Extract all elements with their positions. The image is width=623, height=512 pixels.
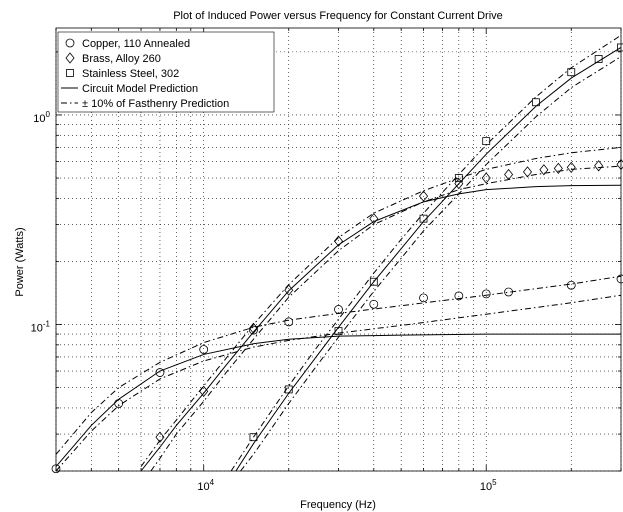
y-axis-label: Power (Watts) — [14, 227, 26, 296]
stainless-fasthenry-bound-line — [230, 34, 622, 472]
legend-label-copper: Copper, 110 Annealed — [82, 38, 190, 50]
brass-point — [155, 431, 165, 443]
brass-point — [333, 235, 344, 247]
copper-point — [284, 317, 294, 327]
copper-fasthenry-bound-line — [55, 275, 622, 455]
stainless-point — [334, 327, 343, 336]
brass-point — [553, 162, 563, 175]
brass-point — [369, 213, 379, 225]
brass-circuit-model-line — [140, 184, 622, 472]
copper-point — [249, 325, 258, 335]
stainless-point — [419, 214, 428, 223]
x-tick-label: 104 — [197, 478, 214, 493]
legend-label-stainless: Stainless Steel, 302 — [82, 68, 179, 80]
copper-point — [369, 299, 379, 309]
x-tick-label: 105 — [480, 478, 497, 493]
copper-point — [419, 293, 428, 303]
prediction-curves — [55, 34, 622, 472]
stainless-point — [594, 55, 603, 63]
axis-ticks: 104 105 10-1 100 — [31, 28, 622, 493]
brass-point — [566, 161, 576, 174]
copper-circuit-model-line — [55, 333, 621, 467]
brass-point — [481, 172, 491, 184]
brass-fasthenry-bound-line — [150, 165, 622, 472]
legend-symbols — [61, 38, 78, 104]
x-axis-label: Frequency (Hz) — [300, 499, 376, 511]
copper-point — [481, 289, 491, 299]
copper-point — [114, 399, 124, 408]
stainless-point — [567, 68, 576, 77]
y-tick-label: 10-1 — [31, 320, 51, 335]
brass-point — [454, 178, 464, 190]
copper-point — [454, 291, 464, 301]
stainless-point — [482, 137, 491, 146]
copper-point — [566, 280, 576, 290]
chart-title: Plot of Induced Power versus Frequency f… — [173, 10, 503, 22]
legend-diamond-marker — [65, 52, 75, 64]
brass-fasthenry-bound-line — [140, 146, 622, 467]
stainless-point — [249, 433, 258, 442]
brass-point — [616, 158, 623, 171]
brass-point — [522, 166, 533, 178]
brass-point — [419, 190, 429, 202]
brass-point — [504, 168, 514, 181]
legend-box — [57, 31, 275, 113]
y-tick-label: 100 — [33, 110, 50, 125]
copper-point — [155, 368, 165, 377]
brass-point — [199, 385, 209, 397]
legend-square-marker — [66, 69, 74, 77]
brass-point — [539, 164, 549, 176]
stainless-point — [532, 98, 540, 107]
stainless-fasthenry-bound-line — [240, 56, 622, 472]
legend: Copper, 110 Annealed Brass, Alloy 260 St… — [57, 31, 275, 113]
brass-point — [594, 160, 604, 172]
copper-point — [334, 305, 343, 314]
copper-point — [504, 287, 513, 297]
copper-fasthenry-bound-line — [55, 294, 622, 472]
legend-label-fasthenry: ± 10% of Fasthenry Prediction — [82, 98, 229, 110]
stainless-point — [284, 385, 293, 394]
stainless-point — [454, 174, 463, 182]
stainless-circuit-model-line — [235, 47, 622, 472]
brass-point — [248, 322, 258, 334]
copper-point — [199, 345, 209, 354]
brass-point — [284, 284, 294, 296]
legend-label-circuit-model: Circuit Model Prediction — [82, 83, 198, 95]
data-markers — [51, 43, 623, 474]
legend-label-brass: Brass, Alloy 260 — [82, 53, 161, 65]
legend-circle-marker — [65, 38, 75, 48]
stainless-point — [369, 277, 378, 286]
